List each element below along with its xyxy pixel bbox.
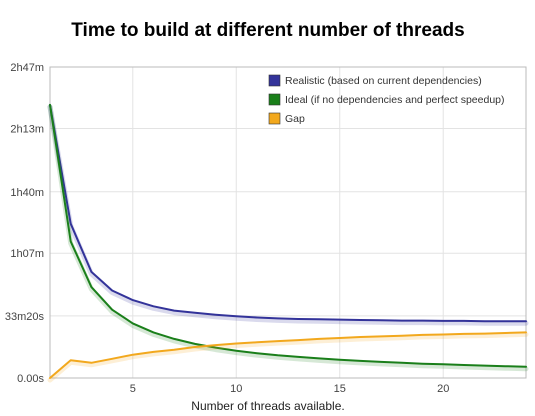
x-tick-label: 5 — [130, 383, 136, 395]
y-tick-label: 2h47m — [10, 62, 44, 74]
series-shadow — [47, 331, 529, 383]
chart-title: Time to build at different number of thr… — [71, 20, 464, 41]
legend-swatch — [268, 112, 281, 125]
series-line-2 — [49, 103, 527, 368]
series-shadow — [47, 104, 529, 372]
plot-area-border — [49, 66, 527, 379]
x-tick-label: 10 — [230, 383, 242, 395]
series-shadow — [47, 104, 529, 326]
legend-label: Ideal (if no dependencies and perfect sp… — [285, 94, 505, 106]
series-line-1 — [49, 103, 527, 323]
y-tick-label: 33m20s — [5, 311, 45, 323]
legend-swatch — [268, 74, 281, 87]
legend-label: Realistic (based on current dependencies… — [285, 75, 482, 87]
legend-label: Gap — [285, 113, 305, 125]
y-tick-label: 0.00s — [17, 373, 44, 385]
grid — [50, 67, 526, 378]
x-tick-label: 20 — [437, 383, 449, 395]
x-axis-label: Number of threads available. — [191, 399, 344, 413]
series-lines — [47, 103, 529, 383]
legend: Realistic (based on current dependencies… — [268, 74, 505, 125]
series-line-3 — [49, 331, 527, 379]
legend-swatch — [268, 93, 281, 106]
x-tick-label: 15 — [334, 383, 346, 395]
y-tick-label: 1h40m — [10, 187, 44, 199]
y-axis-tick-labels: 0.00s 33m20s 1h07m 1h40m 2h13m 2h47m — [5, 62, 45, 385]
y-tick-label: 2h13m — [10, 123, 44, 135]
x-axis-tick-labels: 5 10 15 20 — [130, 383, 450, 395]
y-tick-label: 1h07m — [10, 248, 44, 260]
